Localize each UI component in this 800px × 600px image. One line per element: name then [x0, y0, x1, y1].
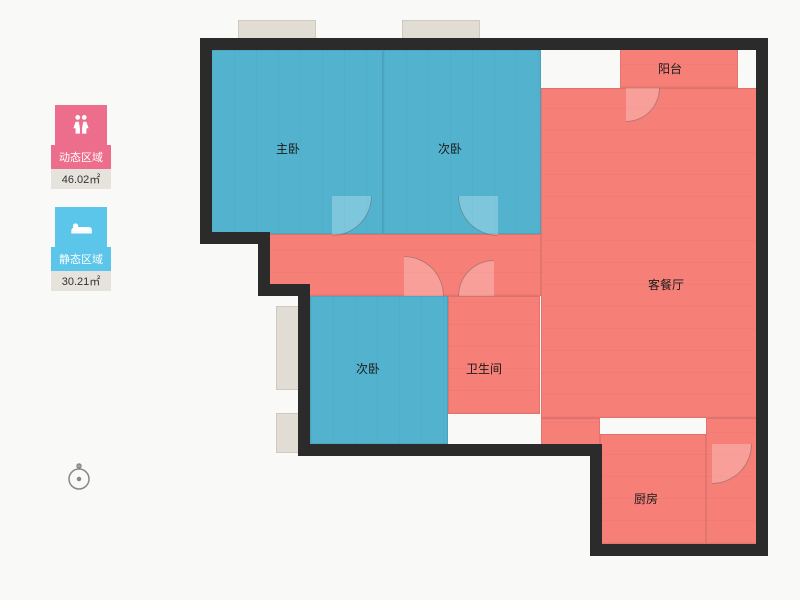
- legend-static-value: 30.21㎡: [51, 271, 111, 291]
- wall-segment: [200, 38, 760, 50]
- door-swing: [404, 256, 444, 296]
- door-swing: [712, 444, 752, 484]
- room-label: 次卧: [438, 140, 462, 157]
- room-label: 阳台: [658, 60, 682, 77]
- floorplan-canvas: 主卧次卧次卧卫生间阳台客餐厅厨房 动态区域 46.02㎡ 静态区域 30.21㎡: [0, 0, 800, 600]
- door-swing-clip: [404, 256, 444, 296]
- legend-dynamic: 动态区域 46.02㎡: [51, 105, 111, 189]
- room-label: 厨房: [634, 490, 658, 507]
- wall-segment: [590, 544, 768, 556]
- people-icon: [55, 105, 107, 145]
- wall-segment: [590, 444, 602, 556]
- door-swing: [626, 88, 660, 122]
- zone-overlay: [541, 418, 600, 446]
- room-label: 卫生间: [466, 360, 502, 377]
- door-swing: [332, 196, 372, 236]
- door-swing: [458, 196, 498, 236]
- room-label: 主卧: [276, 140, 300, 157]
- legend: 动态区域 46.02㎡ 静态区域 30.21㎡: [45, 105, 117, 309]
- room-label: 次卧: [356, 360, 380, 377]
- zone-overlay: [541, 88, 757, 418]
- door-swing-clip: [712, 444, 752, 484]
- door-swing-clip: [458, 196, 498, 236]
- room-label: 客餐厅: [648, 276, 684, 293]
- wall-segment: [298, 444, 550, 456]
- legend-dynamic-title: 动态区域: [51, 145, 111, 169]
- wall-segment: [298, 284, 310, 456]
- wall-segment: [756, 38, 768, 556]
- door-swing: [458, 260, 494, 296]
- door-swing-clip: [458, 260, 494, 296]
- legend-dynamic-value: 46.02㎡: [51, 169, 111, 189]
- sleep-icon: [55, 207, 107, 247]
- wall-segment: [258, 232, 270, 290]
- wall-segment: [200, 38, 212, 244]
- door-swing-clip: [332, 196, 372, 236]
- legend-static: 静态区域 30.21㎡: [51, 207, 111, 291]
- door-swing-clip: [626, 88, 660, 122]
- zone-overlay: [448, 296, 540, 414]
- zone-overlay: [600, 434, 706, 544]
- compass-icon: [64, 462, 94, 492]
- legend-static-title: 静态区域: [51, 247, 111, 271]
